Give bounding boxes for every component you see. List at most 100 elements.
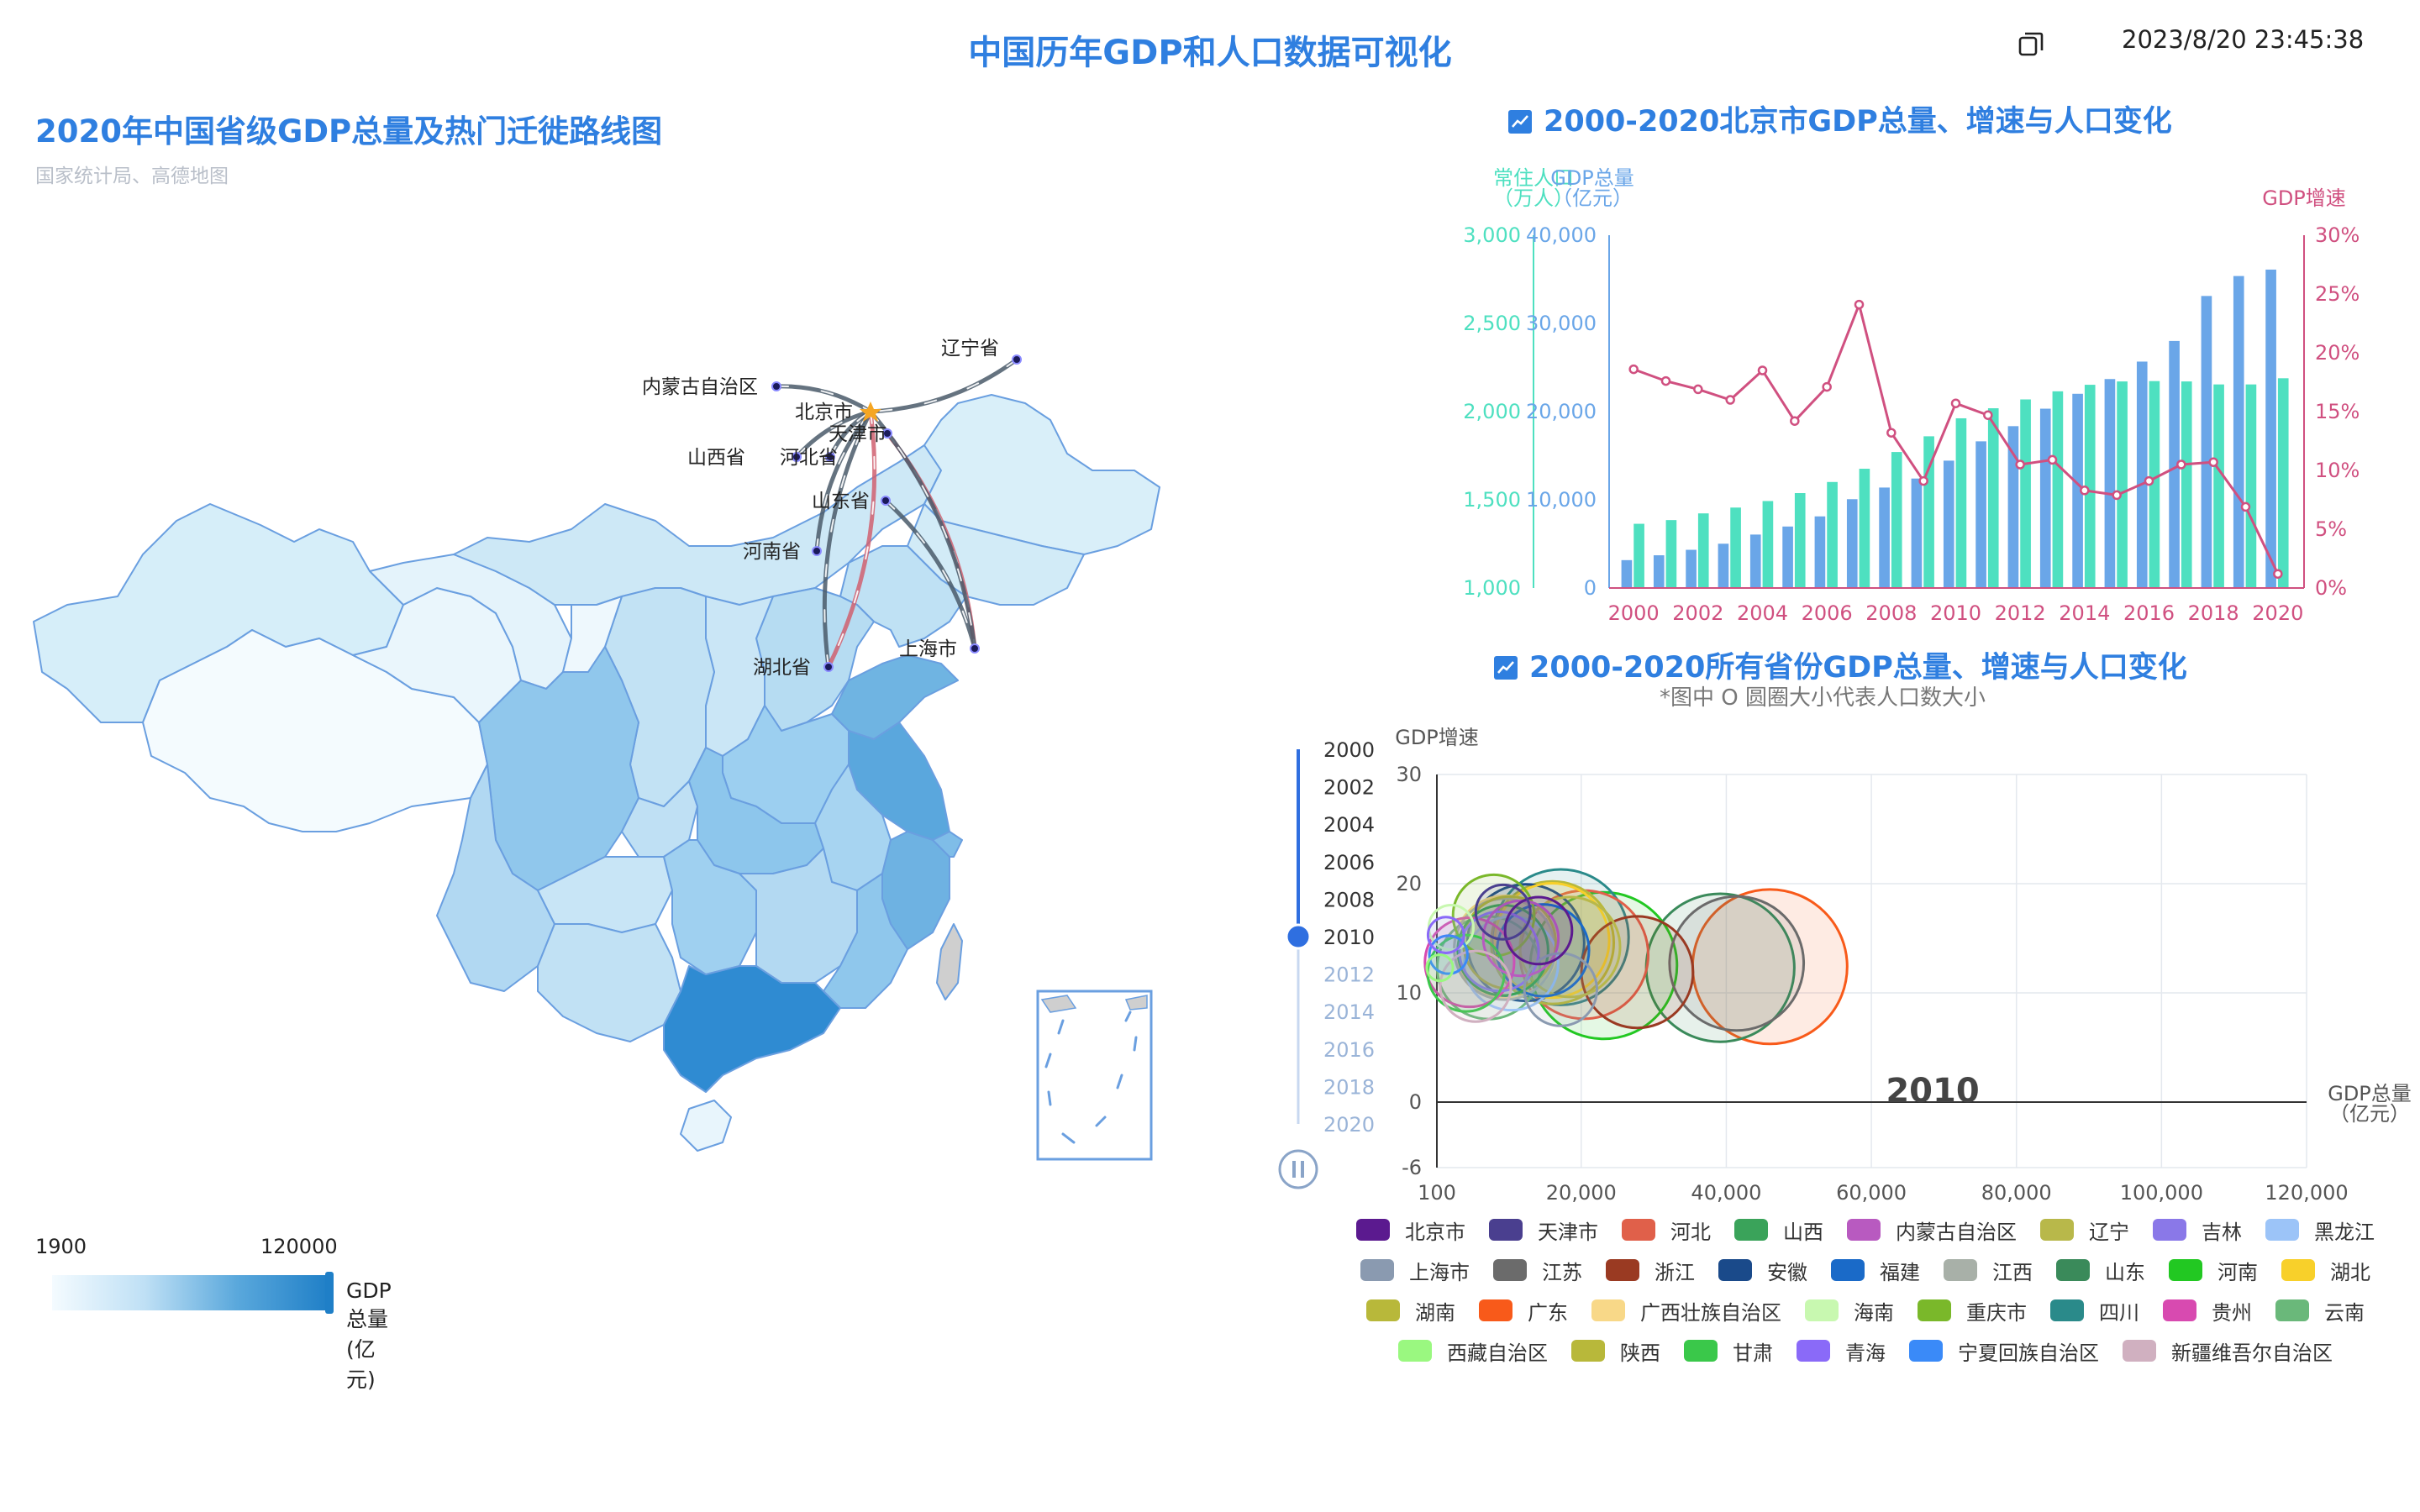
legend-item[interactable]: 宁夏回族自治区 <box>1909 1336 2099 1366</box>
legend-item[interactable]: 山东 <box>2056 1256 2145 1285</box>
legend-label: 黑龙江 <box>2314 1220 2375 1244</box>
timeline-handle <box>1285 923 1312 950</box>
beijing-gdp-chart[interactable]: 常住人口（万人）GDP总量（亿元） GDP增速 40,000 30,000 20,00… <box>1244 151 2412 638</box>
province-shanghai[interactable] <box>932 831 963 858</box>
x-tick-label: 2020 <box>2252 601 2303 625</box>
legend-label: 浙江 <box>1655 1260 1695 1284</box>
legend-label: 青海 <box>1845 1341 1886 1365</box>
visual-map-handle[interactable] <box>325 1272 334 1314</box>
legend-label: 山东 <box>2105 1260 2145 1284</box>
copy-icon[interactable] <box>2017 30 2045 59</box>
legend-swatch <box>1622 1219 1655 1241</box>
gdp-axis-unit: （亿元） <box>1552 186 1633 210</box>
gdp-rate-point <box>1822 381 1832 392</box>
gdp-rate-point <box>1790 416 1800 426</box>
gdp-rate-point <box>1983 410 1993 420</box>
province-legend[interactable]: 北京市 天津市 河北 山西 内蒙古自治区 辽宁 吉林 黑龙江上海市 江苏 浙江 安徽 福建 江西 山东 河南… <box>1319 1210 2412 1371</box>
province-guangdong[interactable] <box>663 965 841 1093</box>
legend-item[interactable]: 湖北 <box>2281 1256 2370 1285</box>
population-bar <box>2277 378 2289 588</box>
province-bubble <box>1474 883 1532 941</box>
gdp-rate-point <box>1693 384 1703 395</box>
province-bubble <box>1668 895 1806 1032</box>
gdp-bar <box>1911 478 1923 588</box>
pop-tick-label: 1,500 <box>1463 488 1521 512</box>
x-tick-label: 100,000 <box>2120 1181 2203 1205</box>
gdp-axis-title: GDP总量 <box>1550 166 1634 190</box>
city-point <box>825 452 835 462</box>
legend-item[interactable]: 青海 <box>1797 1336 1886 1366</box>
province-hainan[interactable] <box>680 1100 732 1152</box>
gdp-rate-point <box>1725 395 1735 405</box>
legend-item[interactable]: 黑龙江 <box>2265 1215 2375 1245</box>
x-tick-label: 2006 <box>1802 601 1853 625</box>
legend-item[interactable]: 福建 <box>1831 1256 1920 1285</box>
gdp-bar <box>1814 516 1826 588</box>
x-tick-label: 20,000 <box>1546 1181 1617 1205</box>
legend-item[interactable]: 辽宁 <box>2040 1215 2129 1245</box>
legend-item[interactable]: 陕西 <box>1571 1336 1660 1366</box>
legend-item[interactable]: 北京市 <box>1356 1215 1465 1245</box>
province-fujian[interactable] <box>823 873 908 1009</box>
population-bar <box>2149 381 2160 588</box>
legend-label: 河南 <box>2217 1260 2258 1284</box>
y-tick-label: 0 <box>1409 1090 1422 1114</box>
city-label: 湖北省 <box>753 657 811 679</box>
year-timeline[interactable]: 2000 2002 2004 2006 2008 2010 2012 2014 2016 2018… <box>1278 738 1375 1189</box>
legend-item[interactable]: 海南 <box>1805 1296 1894 1326</box>
x-tick-label: 2018 <box>2188 601 2239 625</box>
legend-item[interactable]: 吉林 <box>2153 1215 2242 1245</box>
legend-item[interactable]: 河南 <box>2169 1256 2258 1285</box>
legend-swatch <box>2040 1219 2074 1241</box>
legend-item[interactable]: 江苏 <box>1493 1256 1582 1285</box>
x-tick-label: 2008 <box>1865 601 1917 625</box>
legend-item[interactable]: 内蒙古自治区 <box>1847 1215 2017 1245</box>
legend-item[interactable]: 河北 <box>1622 1215 1711 1245</box>
legend-item[interactable]: 上海市 <box>1360 1256 1470 1285</box>
visual-map-min: 1900 <box>35 1235 87 1258</box>
legend-item[interactable]: 西藏自治区 <box>1398 1336 1548 1366</box>
province-guangxi[interactable] <box>537 923 681 1042</box>
gdp-rate-point <box>1757 365 1768 375</box>
city-label: 山西省 <box>687 447 745 469</box>
x-tick-label: 2014 <box>2059 601 2110 625</box>
pop-tick-label: 2,500 <box>1463 312 1521 335</box>
legend-item[interactable]: 广西壮族自治区 <box>1591 1296 1781 1326</box>
province-bubble <box>1425 953 1455 983</box>
legend-item[interactable]: 安徽 <box>1718 1256 1807 1285</box>
legend-item[interactable]: 四川 <box>2050 1296 2139 1326</box>
line-chart-icon <box>1508 110 1532 134</box>
province-yunnan[interactable] <box>436 764 555 992</box>
legend-item[interactable]: 湖南 <box>1366 1296 1455 1326</box>
migration-line-trail <box>870 359 1018 412</box>
x-tick-label: 40,000 <box>1691 1181 1761 1205</box>
map-title: 2020年中国省级GDP总量及热门迁徙路线图 <box>35 113 663 150</box>
visual-map-gradient[interactable] <box>52 1275 329 1310</box>
legend-item[interactable]: 甘肃 <box>1684 1336 1773 1366</box>
legend-swatch <box>1734 1219 1768 1241</box>
province-bubble-chart[interactable]: 2000200220042006200820102012201420162018… <box>1252 714 2416 1210</box>
timeline-year-label: 2014 <box>1323 1000 1375 1024</box>
province-taiwan[interactable] <box>936 923 963 1000</box>
legend-item[interactable]: 贵州 <box>2163 1296 2252 1326</box>
beijing-chart-title-text: 2000-2020北京市GDP总量、增速与人口变化 <box>1544 105 2172 139</box>
current-year-label: 2010 <box>1886 1072 1979 1110</box>
legend-item[interactable]: 云南 <box>2275 1296 2365 1326</box>
gdp-tick-label: 10,000 <box>1526 488 1597 512</box>
legend-item[interactable]: 天津市 <box>1489 1215 1598 1245</box>
gdp-rate-point <box>2080 486 2090 496</box>
city-label: 河南省 <box>743 541 801 563</box>
legend-item[interactable]: 江西 <box>1944 1256 2033 1285</box>
x-tick-label: 2016 <box>2123 601 2175 625</box>
legend-item[interactable]: 浙江 <box>1606 1256 1695 1285</box>
legend-item[interactable]: 重庆市 <box>1918 1296 2027 1326</box>
rate-tick-label: 25% <box>2315 282 2360 306</box>
legend-item[interactable]: 新疆维吾尔自治区 <box>2123 1336 2333 1366</box>
x-tick-label: 2010 <box>1930 601 1981 625</box>
legend-item[interactable]: 山西 <box>1734 1215 1823 1245</box>
province-bubble <box>1580 915 1695 1030</box>
legend-item[interactable]: 广东 <box>1479 1296 1568 1326</box>
population-bar <box>1665 520 1677 588</box>
